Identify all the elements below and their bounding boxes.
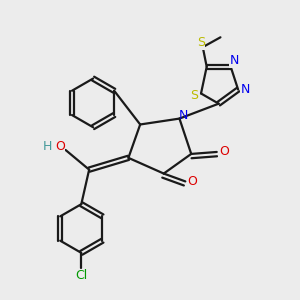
Text: H: H bbox=[43, 140, 52, 153]
Text: N: N bbox=[241, 83, 250, 96]
Text: O: O bbox=[55, 140, 64, 153]
Text: O: O bbox=[219, 146, 229, 158]
Text: O: O bbox=[188, 175, 197, 188]
Text: S: S bbox=[190, 89, 198, 102]
Text: N: N bbox=[179, 109, 188, 122]
Text: S: S bbox=[197, 36, 205, 49]
Text: Cl: Cl bbox=[75, 269, 87, 282]
Text: N: N bbox=[230, 54, 239, 68]
